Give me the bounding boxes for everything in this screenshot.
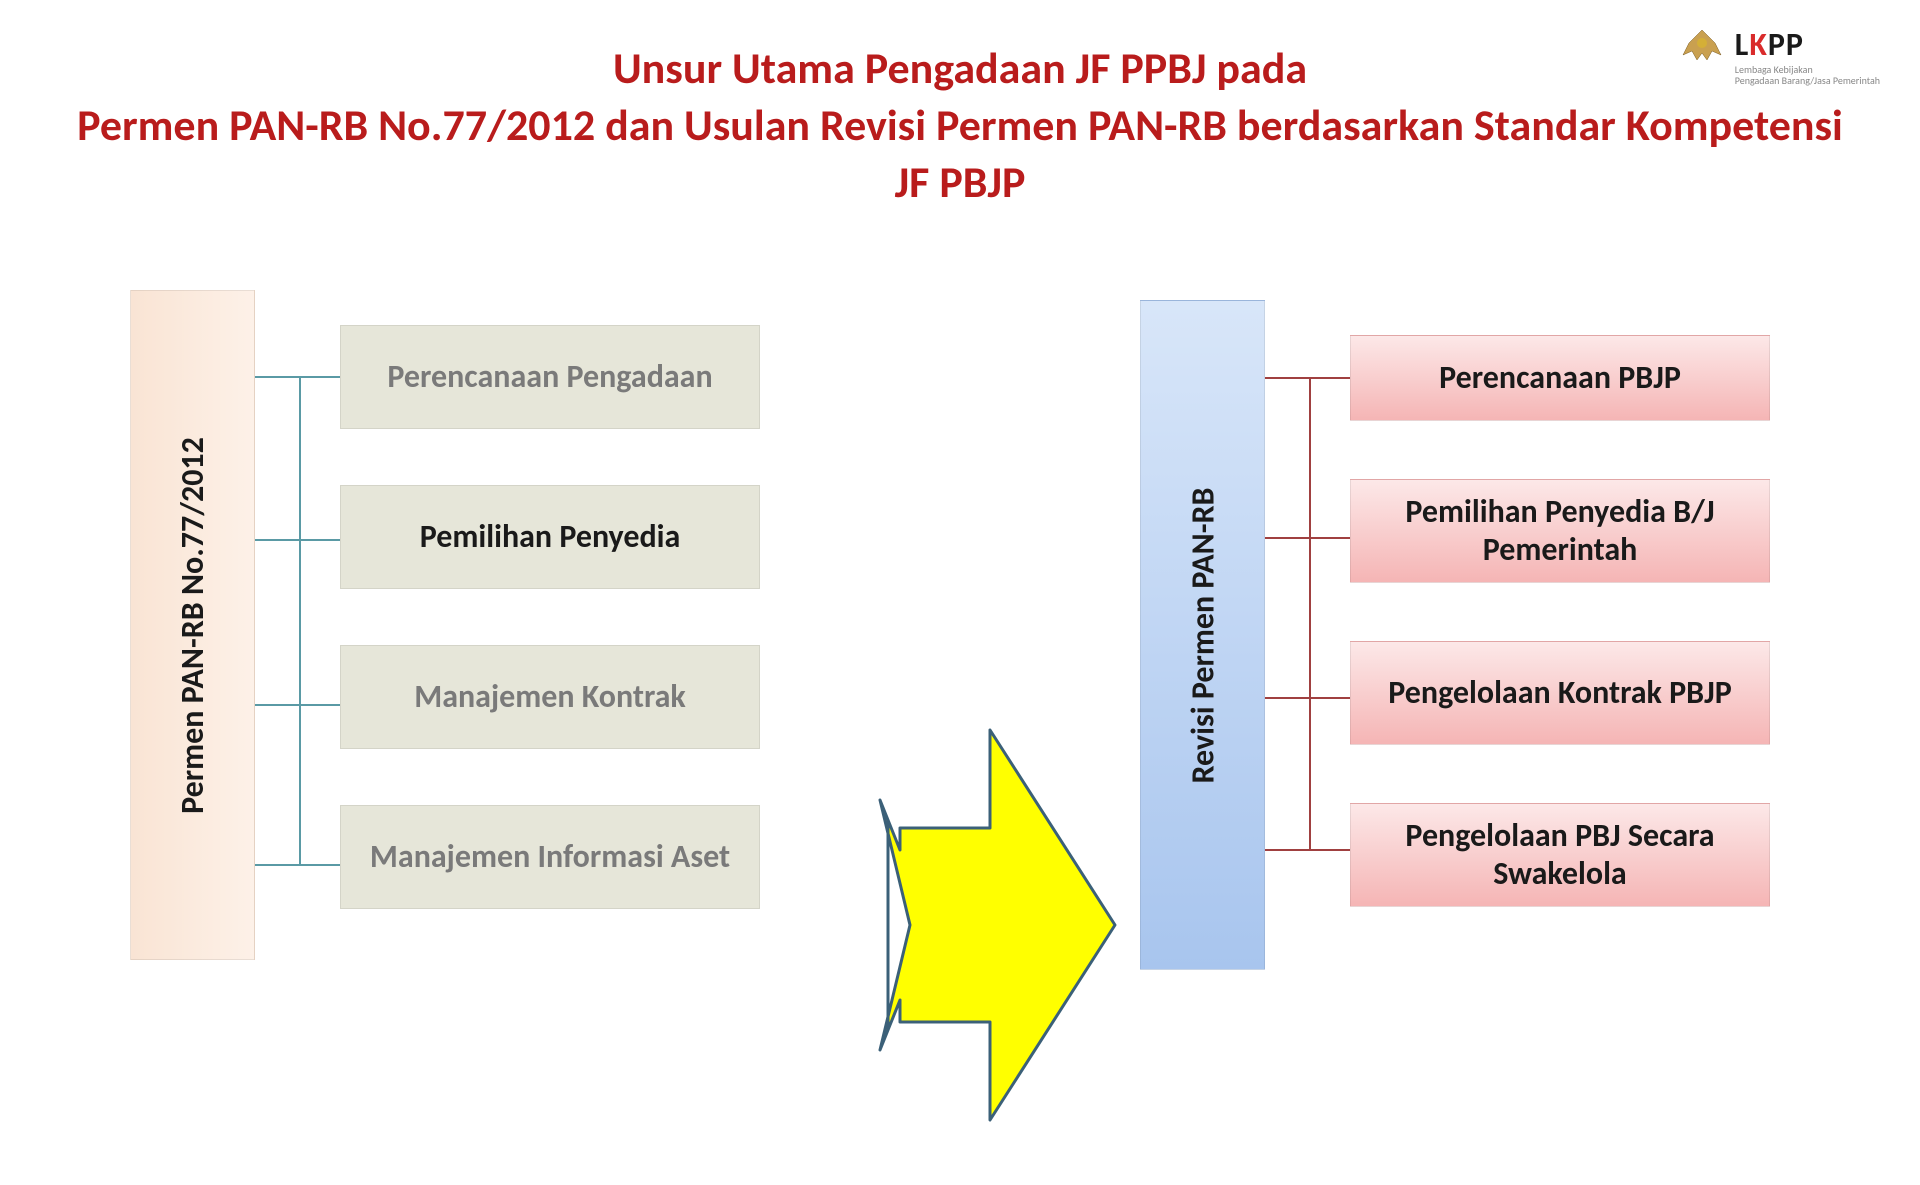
- page-title: Unsur Utama Pengadaan JF PPBJ padaPermen…: [0, 0, 1920, 212]
- left-connectors: [255, 290, 340, 960]
- right-connectors: [1265, 300, 1350, 970]
- right-item-2: Pengelolaan Kontrak PBJP: [1350, 641, 1770, 745]
- right-item-1: Pemilihan Penyedia B/J Pemerintah: [1350, 479, 1770, 583]
- logo-text: LKPP: [1735, 25, 1880, 64]
- left-item-3: Manajemen Informasi Aset: [340, 805, 760, 909]
- logo: LKPP Lembaga Kebijakan Pengadaan Barang/…: [1677, 25, 1880, 86]
- logo-subtitle-2: Pengadaan Barang/Jasa Pemerintah: [1735, 75, 1880, 86]
- left-item-1: Pemilihan Penyedia: [340, 485, 760, 589]
- right-header-box: Revisi Permen PAN-RB: [1140, 300, 1265, 970]
- left-items: Perencanaan Pengadaan Pemilihan Penyedia…: [340, 325, 760, 909]
- logo-letter-k: K: [1749, 25, 1768, 64]
- right-item-0: Perencanaan PBJP: [1350, 335, 1770, 421]
- logo-letter-pp: PP: [1768, 25, 1804, 64]
- arrow: [870, 670, 1120, 1180]
- left-item-0: Perencanaan Pengadaan: [340, 325, 760, 429]
- right-items: Perencanaan PBJP Pemilihan Penyedia B/J …: [1350, 335, 1770, 907]
- diagram: Permen PAN-RB No.77/2012 Perencanaan Pen…: [0, 290, 1920, 990]
- left-group: Permen PAN-RB No.77/2012 Perencanaan Pen…: [130, 290, 770, 960]
- right-item-3: Pengelolaan PBJ Secara Swakelola: [1350, 803, 1770, 907]
- left-header-label: Permen PAN-RB No.77/2012: [173, 437, 212, 814]
- left-item-2: Manajemen Kontrak: [340, 645, 760, 749]
- eagle-icon: [1677, 25, 1727, 65]
- logo-letter-l: L: [1735, 25, 1750, 64]
- right-group: Revisi Permen PAN-RB Perencanaan PBJP Pe…: [1140, 300, 1780, 970]
- left-header-box: Permen PAN-RB No.77/2012: [130, 290, 255, 960]
- right-header-label: Revisi Permen PAN-RB: [1183, 487, 1222, 783]
